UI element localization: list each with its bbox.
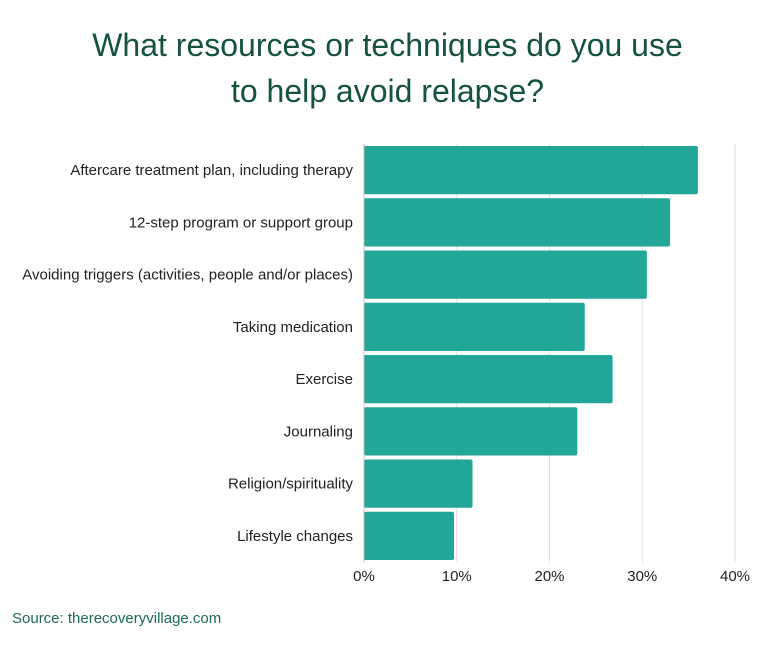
bar (364, 302, 585, 351)
category-label: Taking medication (233, 319, 353, 336)
category-label: Avoiding triggers (activities, people an… (22, 267, 353, 284)
bar (364, 459, 473, 508)
category-label: 12-step program or support group (129, 214, 353, 231)
bar (364, 198, 671, 247)
x-tick-label: 30% (627, 568, 657, 585)
x-tick-label: 10% (442, 568, 472, 585)
chart-title: What resources or techniques do you use … (0, 22, 775, 114)
category-label: Aftercare treatment plan, including ther… (70, 162, 353, 179)
bar (364, 407, 578, 456)
x-tick-label: 40% (720, 568, 750, 585)
category-label: Journaling (284, 423, 353, 440)
x-tick-label: 0% (353, 568, 375, 585)
source-note: Source: therecoveryvillage.com (12, 610, 222, 627)
chart-title-line-1: What resources or techniques do you use (92, 27, 683, 63)
chart-title-line-2: to help avoid relapse? (230, 73, 545, 109)
bar (364, 511, 454, 560)
category-label: Lifestyle changes (237, 528, 353, 545)
bar (364, 355, 613, 404)
category-label: Religion/spirituality (228, 476, 354, 493)
bar (364, 146, 698, 195)
bar (364, 250, 647, 299)
category-label: Exercise (295, 371, 353, 388)
x-tick-label: 20% (534, 568, 564, 585)
